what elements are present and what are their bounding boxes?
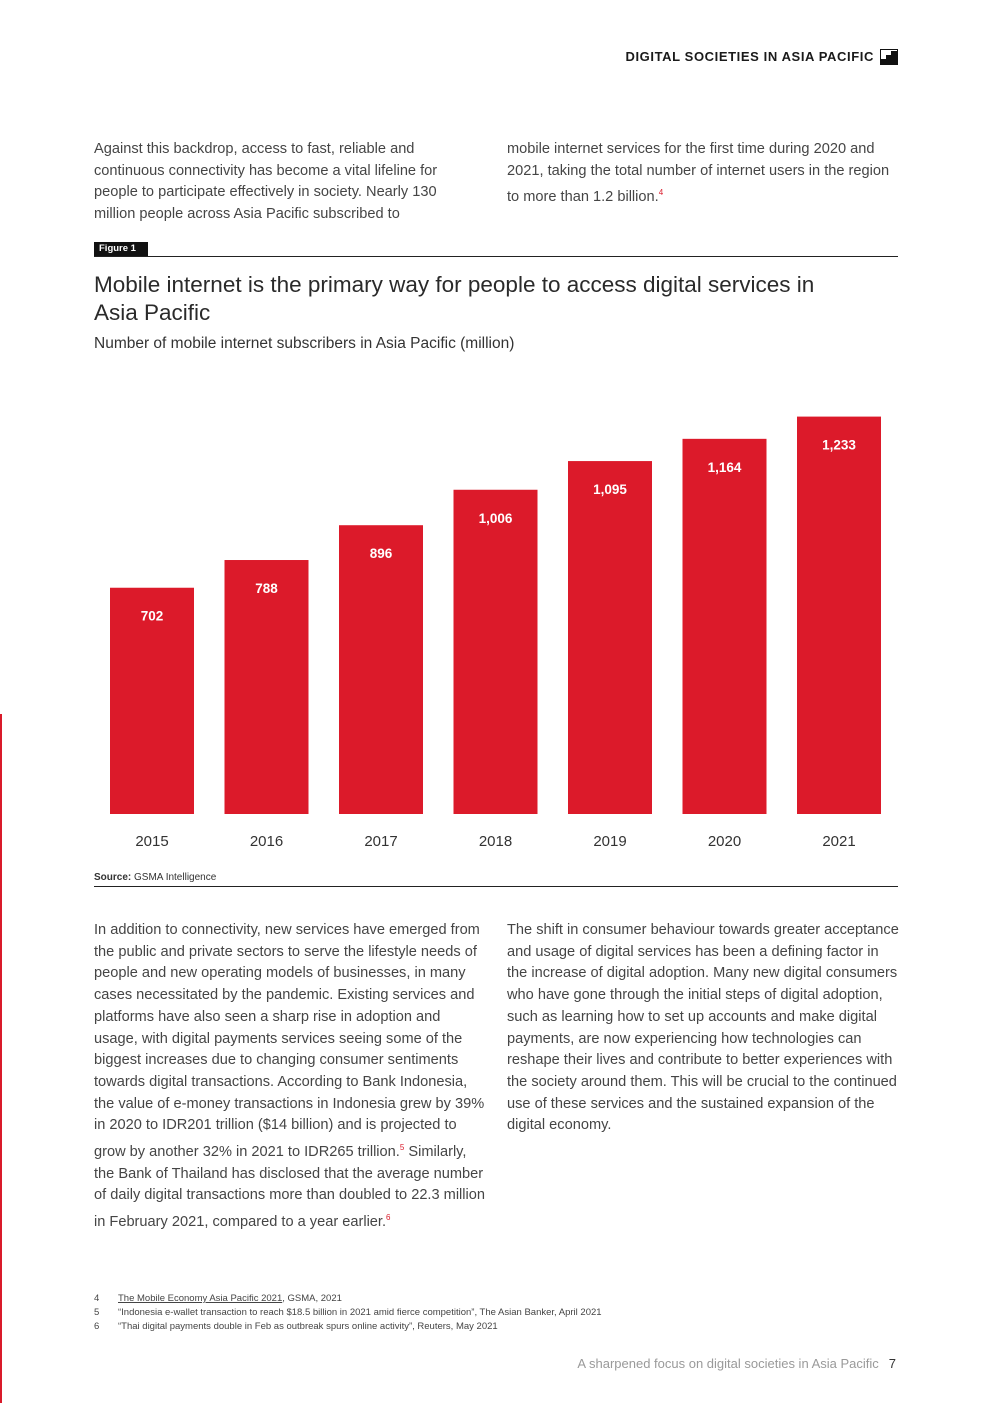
edge-accent-bar [0, 714, 2, 1403]
bar-value-label: 1,233 [822, 438, 856, 453]
footnote-link[interactable]: The Mobile Economy Asia Pacific 2021 [118, 1293, 283, 1304]
x-tick-label: 2021 [822, 833, 855, 850]
bar-value-label: 1,164 [708, 460, 742, 475]
body-right-paragraph: The shift in consumer behaviour towards … [507, 920, 901, 1137]
intro-right-paragraph: mobile internet services for the first t… [507, 139, 899, 209]
page-footer: A sharpened focus on digital societies i… [577, 1356, 896, 1371]
footnotes: 4 The Mobile Economy Asia Pacific 2021, … [94, 1292, 602, 1334]
footer-text: A sharpened focus on digital societies i… [577, 1356, 879, 1371]
footnote-item: 4 The Mobile Economy Asia Pacific 2021, … [94, 1292, 602, 1306]
body-left-text-2: Similarly, the Bank of Thailand has disc… [94, 1143, 486, 1230]
source-label: Source: [94, 872, 132, 883]
footnote-ref[interactable]: 4 [658, 188, 664, 198]
bar-2016 [224, 560, 309, 814]
footnote-number: 4 [94, 1293, 100, 1304]
bar-2015 [110, 587, 194, 814]
bar-chart: 702 2015 788 2016 896 2017 1,006 2018 1,095 2019 1… [110, 416, 881, 850]
bar-2020 [682, 438, 767, 814]
footnote-text: “Indonesia e-wallet transaction to reach… [118, 1307, 602, 1318]
figure-bottom-rule [94, 886, 898, 887]
page-number: 7 [888, 1356, 896, 1371]
x-tick-label: 2018 [479, 833, 512, 850]
bar-2017 [339, 525, 423, 814]
footnote-ref[interactable]: 6 [386, 1213, 391, 1222]
body-right-text: The shift in consumer behaviour towards … [507, 922, 899, 1134]
source-text: GSMA Intelligence [134, 872, 217, 883]
x-tick-label: 2020 [708, 833, 741, 850]
bar-value-label: 702 [141, 609, 164, 624]
figure-title: Mobile internet is the primary way for p… [94, 272, 815, 325]
footnote-number: 5 [94, 1307, 100, 1318]
footnote-item: 6 “Thai digital payments double in Feb a… [94, 1320, 602, 1334]
footnote-ref[interactable]: 5 [399, 1143, 405, 1153]
intro-left-text: Against this backdrop, access to fast, r… [94, 141, 438, 223]
bar-value-label: 1,006 [479, 511, 513, 526]
figure-subtitle: Number of mobile internet subscribers in… [94, 335, 515, 352]
bar-value-label: 788 [255, 581, 278, 596]
footnote-text: “Thai digital payments double in Feb as … [118, 1321, 498, 1332]
footnote-number: 6 [94, 1321, 100, 1332]
body-left-text-1: In addition to connectivity, new service… [94, 922, 485, 1160]
x-tick-label: 2016 [250, 833, 283, 850]
bar-2021 [797, 416, 881, 814]
x-tick-label: 2017 [364, 833, 397, 850]
footnote-item: 5 “Indonesia e-wallet transaction to rea… [94, 1306, 602, 1320]
running-header: DIGITAL SOCIETIES IN ASIA PACIFIC [625, 49, 874, 64]
figure-source: Source: GSMA Intelligence [94, 872, 216, 883]
footnote-text: , GSMA, 2021 [282, 1293, 342, 1304]
x-tick-label: 2019 [593, 833, 626, 850]
body-left-paragraph: In addition to connectivity, new service… [94, 920, 486, 1234]
bar-value-label: 896 [370, 546, 393, 561]
x-tick-label: 2015 [135, 833, 168, 850]
bar-2019 [568, 461, 652, 814]
bar-2018 [453, 489, 538, 814]
intro-right-text: mobile internet services for the first t… [507, 141, 890, 206]
stairs-icon [880, 49, 898, 65]
bar-value-label: 1,095 [593, 482, 627, 497]
intro-left-paragraph: Against this backdrop, access to fast, r… [94, 139, 474, 226]
figure-top-rule [94, 256, 898, 257]
figure-tag: Figure 1 [94, 242, 148, 256]
